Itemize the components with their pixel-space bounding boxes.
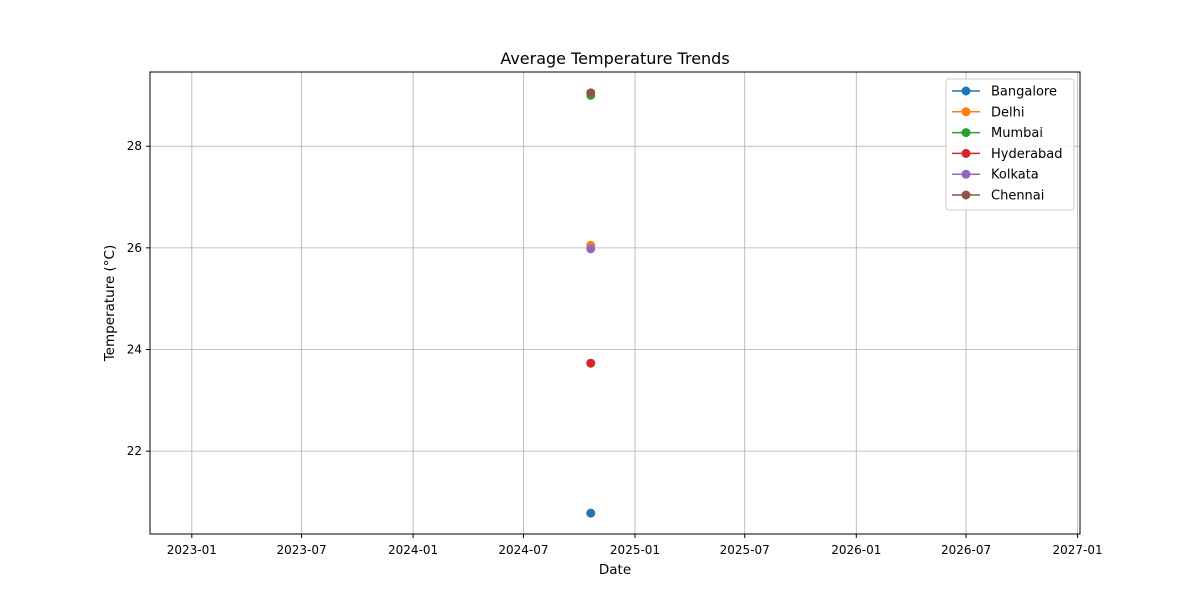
series-kolkata	[586, 244, 596, 254]
legend-entry-hyderabad: Hyderabad	[952, 147, 1063, 162]
x-tick-label: 2026-07	[941, 543, 991, 557]
legend-marker	[961, 148, 971, 158]
x-tick-label: 2026-01	[831, 543, 881, 557]
legend-entry-chennai: Chennai	[952, 189, 1044, 204]
legend-marker	[961, 107, 971, 117]
y-tick-label: 26	[127, 241, 142, 255]
legend-marker	[961, 190, 971, 200]
plot-area-frame	[149, 71, 1081, 535]
x-tick-label: 2024-01	[388, 543, 438, 557]
chart-title: Average Temperature Trends	[500, 49, 729, 68]
x-tick-label: 2025-01	[610, 543, 660, 557]
x-tick-label: 2025-07	[720, 543, 770, 557]
legend-entry-kolkata: Kolkata	[952, 168, 1039, 183]
legend-label: Mumbai	[991, 126, 1043, 141]
series-chennai	[586, 88, 596, 98]
legend: Bangalore Delhi Mumbai Hyderabad Kolkata Chen…	[945, 78, 1075, 211]
x-tick-label: 2023-01	[167, 543, 217, 557]
x-axis-label: Date	[599, 562, 631, 578]
legend-marker	[961, 86, 971, 96]
y-tick-label: 22	[127, 444, 142, 458]
legend-entries: Bangalore Delhi Mumbai Hyderabad Kolkata Chen…	[952, 85, 1063, 204]
legend-marker	[961, 169, 971, 179]
axis-ticks: 2023-01 2023-07 2024-01 2024-07 2025-01 2025-…	[127, 139, 1103, 557]
legend-label: Delhi	[991, 105, 1024, 120]
series-hyderabad	[586, 358, 596, 368]
legend-entry-mumbai: Mumbai	[952, 126, 1043, 141]
legend-entry-bangalore: Bangalore	[952, 85, 1057, 100]
legend-label: Kolkata	[991, 168, 1039, 183]
x-tick-label: 2023-07	[276, 543, 326, 557]
series-bangalore	[586, 508, 596, 518]
data-point	[586, 88, 596, 98]
series-layer	[586, 88, 596, 518]
y-tick-label: 24	[127, 343, 142, 357]
legend-entry-delhi: Delhi	[952, 105, 1024, 120]
legend-marker	[961, 128, 971, 138]
legend-label: Hyderabad	[991, 147, 1063, 162]
data-point	[586, 244, 596, 254]
x-tick-label: 2027-01	[1053, 543, 1103, 557]
legend-label: Chennai	[991, 189, 1044, 204]
x-tick-label: 2024-07	[498, 543, 548, 557]
y-axis-label: Temperature (°C)	[102, 245, 118, 363]
y-tick-label: 28	[127, 139, 142, 153]
data-point	[586, 358, 596, 368]
data-point	[586, 508, 596, 518]
legend-label: Bangalore	[991, 85, 1057, 100]
